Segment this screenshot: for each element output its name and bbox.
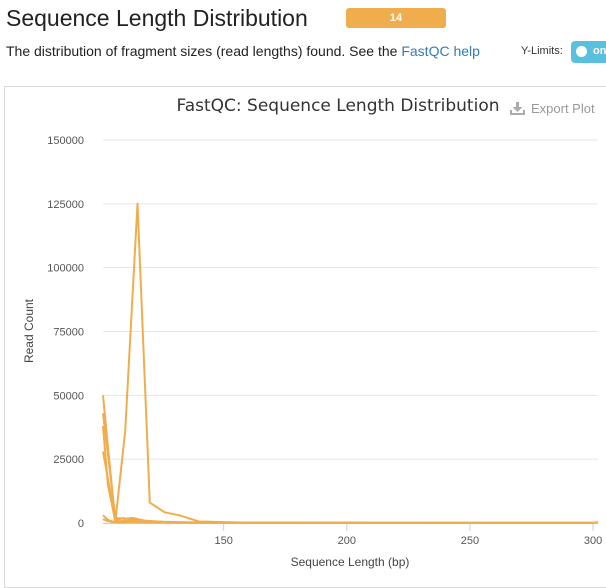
section-title: Sequence Length Distribution — [6, 5, 308, 31]
fastqc-help-link[interactable]: FastQC help — [401, 43, 480, 59]
description: The distribution of fragment sizes (read… — [6, 43, 480, 59]
toggle-on-label: on — [593, 45, 606, 57]
plot-panel — [4, 86, 606, 588]
export-plot-label: Export Plot — [531, 101, 595, 116]
series-line — [102, 518, 594, 524]
series-line — [102, 451, 594, 524]
y-tick-label: 150000 — [47, 135, 84, 147]
sequence-length-chart: 0 25000 50000 75000 100000 125000 150000 150 200… — [22, 96, 602, 569]
series-line — [102, 202, 599, 524]
ylimits-label: Y-Limits: — [521, 45, 563, 57]
y-tick-label: 125000 — [47, 199, 84, 211]
x-axis-label: Sequence Length (bp) — [291, 555, 410, 569]
x-tick-label: 150 — [214, 535, 232, 547]
y-tick-label: 50000 — [53, 390, 84, 402]
description-text: The distribution of fragment sizes (read… — [6, 43, 398, 59]
y-tick-label: 75000 — [53, 327, 84, 339]
toggle-knob — [576, 46, 587, 57]
x-tick-label: 200 — [338, 535, 356, 547]
ylimits-toggle[interactable]: on — [571, 41, 606, 63]
x-tick-label: 250 — [461, 535, 479, 547]
y-tick-label: 0 — [78, 518, 84, 530]
series-line — [102, 425, 594, 524]
download-icon — [510, 102, 525, 115]
series-line — [102, 413, 594, 524]
x-tick-label: 300 — [584, 535, 602, 547]
y-tick-label: 100000 — [47, 263, 84, 275]
y-tick-label: 25000 — [53, 454, 84, 466]
status-badge: 14 — [346, 8, 446, 28]
export-plot-button[interactable]: Export Plot — [509, 101, 595, 116]
chart-title: FastQC: Sequence Length Distribution — [176, 96, 499, 116]
y-axis-label: Read Count — [22, 298, 36, 363]
